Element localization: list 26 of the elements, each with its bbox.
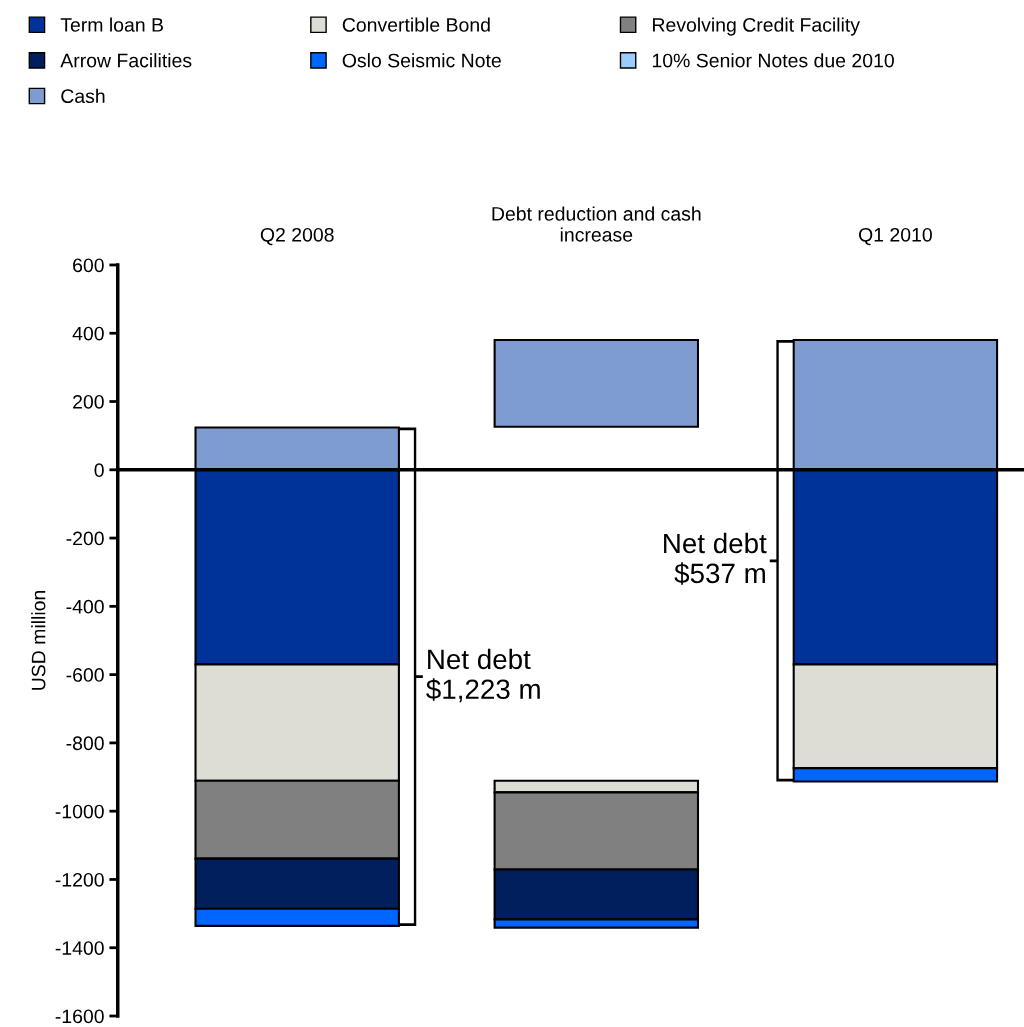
legend-label: 10% Senior Notes due 2010 (652, 53, 894, 68)
y-tick-label: -200 (66, 531, 104, 546)
legend-label: Cash (61, 88, 105, 104)
x-tick-label: Debt reduction and cash increase (492, 206, 701, 242)
bar (493, 339, 700, 428)
legend-label: Convertible Bond (342, 17, 490, 32)
y-tick-label: -600 (66, 668, 104, 682)
y-tick-label: 400 (72, 326, 104, 341)
x-tick-label: Q1 2010 (859, 227, 932, 246)
y-tick-label: -1200 (55, 872, 104, 887)
y-tick-label: 200 (73, 394, 104, 409)
y-tick-label: -400 (66, 599, 104, 614)
y-tick-label: 0 (94, 463, 104, 478)
annotation: Net debt $1,223 m (426, 648, 540, 703)
x-tick-label: Q2 2008 (260, 227, 334, 246)
y-tick-label: -800 (66, 736, 104, 751)
y-axis-title: USD million (31, 590, 46, 690)
y-tick-label: -1400 (55, 941, 104, 955)
legend-label: Term loan B (60, 17, 163, 32)
legend-label: Arrow Facilities (60, 53, 192, 68)
legend-label: Revolving Credit Facility (653, 17, 860, 36)
y-tick-label: -1600 (55, 1009, 104, 1024)
annotation: Net debt $537 m (664, 532, 767, 585)
legend-label: Oslo Seismic Note (342, 53, 501, 68)
y-tick-label: -1000 (55, 804, 104, 819)
y-tick-label: 600 (73, 258, 104, 273)
